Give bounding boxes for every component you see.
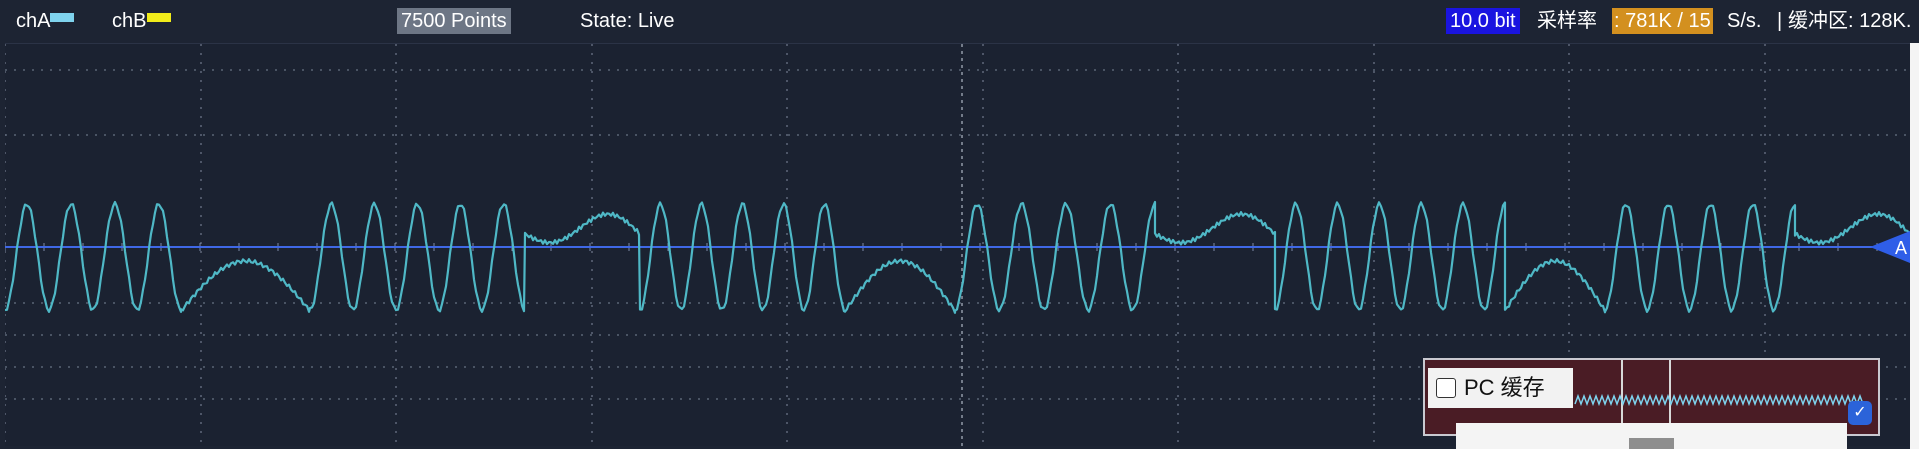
points-badge[interactable]: 7500 Points (397, 8, 511, 34)
pc-cache-checkbox[interactable]: PC 缓存 (1428, 368, 1573, 408)
trigger-marker-label: A (1895, 238, 1907, 258)
channel-a-label[interactable]: chA (16, 10, 51, 32)
waveform-display[interactable]: A (5, 43, 1919, 446)
channel-a-swatch (50, 13, 74, 22)
channel-b-swatch (147, 13, 171, 22)
bit-depth-badge[interactable]: 10.0 bit (1446, 8, 1520, 34)
sample-rate-label: 采样率 (1537, 10, 1597, 32)
state-label: State: Live (580, 10, 675, 32)
channel-b-label[interactable]: chB (112, 10, 147, 32)
trigger-marker[interactable]: A (1870, 231, 1910, 263)
sample-rate-badge[interactable]: : 781K / 15 (1612, 8, 1713, 34)
confirm-check-icon[interactable]: ✓ (1848, 401, 1872, 425)
checkbox-icon[interactable] (1436, 378, 1456, 398)
buffer-label: 缓冲区: 128K. (1788, 10, 1912, 32)
channel-a-trace (5, 200, 1910, 314)
status-bar: chA chB 7500 Points State: Live 10.0 bit… (0, 0, 1919, 43)
pc-cache-label: PC 缓存 (1464, 375, 1545, 400)
separator: | (1777, 10, 1783, 32)
right-edge-panel (1910, 43, 1919, 449)
trigger-marker-icon (1870, 231, 1910, 263)
pc-cache-overview (1574, 360, 1864, 434)
overview-trace (1574, 393, 1864, 407)
sample-rate-unit: S/s. (1727, 10, 1762, 32)
pc-cache-scroll-thumb[interactable] (1629, 438, 1674, 449)
